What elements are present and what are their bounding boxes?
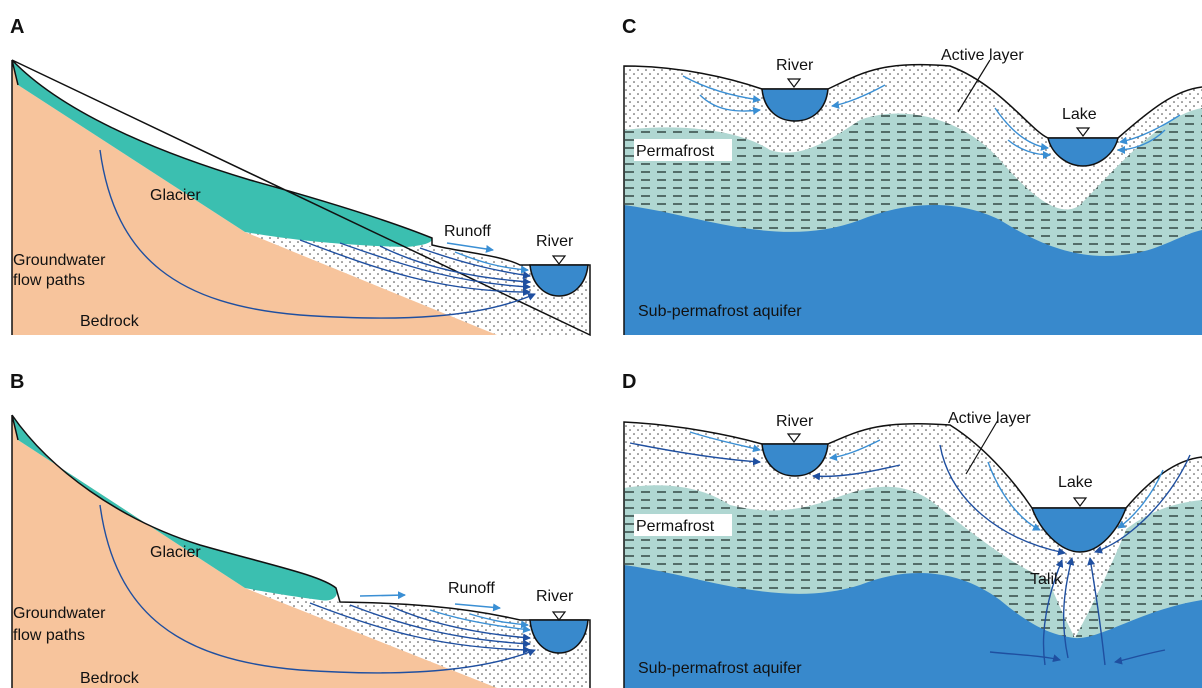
panel-b-river (529, 619, 589, 654)
panel-c-aquifer (624, 205, 1202, 335)
panel-a-letter: A (10, 16, 24, 38)
panel-a: A Glacier Runoff River Groundwater flow … (10, 16, 591, 337)
panel-c-surface-line (623, 63, 1202, 335)
panel-d-flow-path (1042, 559, 1064, 666)
panel-c-aquifer-label: Sub-permafrost aquifer (638, 303, 802, 320)
panel-d-talik (1028, 520, 1130, 638)
panel-a-runoff-label: Runoff (444, 223, 491, 240)
panel-a-flow-path (299, 239, 531, 296)
panel-b-bedrock (12, 415, 497, 688)
panel-d-flow-path (989, 651, 1061, 663)
panel-b-bedrock-label: Bedrock (80, 670, 140, 687)
panel-d-talik-label: Talik (1030, 571, 1063, 588)
panel-b-groundwater-label: Groundwater (13, 605, 106, 622)
panel-a-sediment (245, 232, 590, 335)
panel-d-flow-path (939, 444, 1066, 556)
panel-d-lake-marker (1072, 497, 1088, 507)
panel-b-flow-path (429, 609, 531, 634)
panel-a-flow-path (339, 242, 531, 291)
panel-b-runoff-arrow (454, 603, 501, 612)
panel-d-flow-path (629, 442, 761, 466)
panel-d-flow-path (1117, 469, 1164, 529)
panel-b-surface-line (11, 414, 591, 688)
panel-a-flow-path (419, 247, 531, 279)
panel-b-flow-path (99, 504, 536, 674)
panel-d: D River Active layer Lake Pe (622, 371, 1202, 688)
panel-d-flow-path (1094, 454, 1191, 554)
panel-d-surface-line (623, 421, 1202, 688)
panel-a-flowpaths-label: flow paths (13, 272, 85, 289)
panel-c-flow-path (831, 84, 886, 109)
panel-d-permafrost-label-bg (634, 514, 732, 536)
panel-a-river-marker (551, 255, 567, 265)
panel-b-sediment (245, 588, 590, 688)
panel-c-river-label: River (776, 57, 814, 74)
panel-a-bedrock (12, 60, 497, 335)
panel-c-lake-label: Lake (1062, 106, 1097, 123)
panel-c-lake-marker (1075, 127, 1091, 137)
panel-d-flow-path (829, 439, 881, 462)
panel-d-flow-path (1087, 557, 1106, 666)
panel-d-permafrost-label: Permafrost (636, 518, 715, 535)
panel-a-surface-line (11, 59, 591, 337)
panel-c-permafrost-label: Permafrost (636, 143, 715, 160)
panel-b: B Glacier Runoff River Groundwater flow … (10, 371, 591, 688)
panel-c-lake (1047, 137, 1119, 167)
panel-a-flow-path (454, 251, 529, 274)
panel-b-flow-path (349, 604, 531, 648)
panel-b-flowpaths-label: flow paths (13, 627, 85, 644)
panel-c-flow-path (699, 94, 761, 115)
panel-c-active-layer-label: Active layer (941, 47, 1024, 64)
panel-b-runoff-label: Runoff (448, 580, 495, 597)
panel-d-flow-path (812, 464, 901, 481)
panel-d-aquifer-label: Sub-permafrost aquifer (638, 660, 802, 677)
panel-d-river-label: River (776, 413, 814, 430)
panel-a-runoff-arrow (446, 242, 494, 253)
panel-d-lake-label: Lake (1058, 474, 1093, 491)
panel-c-river-marker (786, 78, 802, 88)
panel-d-flow-path (1114, 649, 1166, 665)
panel-a-river (529, 264, 589, 297)
panel-d-active-layer-leader (965, 419, 999, 475)
panel-d-letter: D (622, 371, 636, 393)
panel-b-letter: B (10, 371, 24, 393)
panel-b-river-marker (551, 611, 567, 621)
panel-d-flow-path (1062, 557, 1075, 659)
panel-a-glacier (12, 60, 433, 247)
panel-b-glacier (12, 415, 337, 601)
panel-c: C River Active layer Lake Permafrost Sub… (622, 16, 1202, 335)
panel-c-river (761, 88, 829, 122)
panel-c-flow-path (1119, 114, 1181, 145)
panel-b-river-label: River (536, 588, 574, 605)
panel-a-flow-path (99, 149, 536, 319)
panel-a-glacier-label: Glacier (150, 187, 201, 204)
panel-c-permafrost-label-bg (634, 139, 732, 161)
panel-b-flow-path (309, 602, 531, 654)
panel-a-flow-path (379, 245, 531, 286)
panel-d-river-marker (786, 433, 802, 443)
panel-a-bedrock-label: Bedrock (80, 313, 140, 330)
panel-d-river (761, 443, 829, 477)
panel-d-flow-path (689, 431, 761, 453)
panel-c-flow-path (682, 75, 761, 104)
panel-b-glacier-label: Glacier (150, 544, 201, 561)
panel-c-flow-path (1117, 129, 1166, 154)
panel-d-flow-path (987, 461, 1041, 531)
panel-c-flow-path (994, 107, 1049, 151)
panel-d-active-layer-label: Active layer (948, 410, 1031, 427)
panel-a-river-label: River (536, 233, 574, 250)
panel-c-letter: C (622, 16, 636, 38)
panel-c-flow-path (1007, 139, 1051, 159)
panel-b-runoff-arrow (359, 591, 406, 600)
panel-b-flow-path (469, 613, 529, 629)
panel-c-active-layer-leader (957, 59, 991, 113)
panel-a-groundwater-label: Groundwater (13, 252, 106, 269)
panel-b-flow-path (389, 605, 531, 642)
